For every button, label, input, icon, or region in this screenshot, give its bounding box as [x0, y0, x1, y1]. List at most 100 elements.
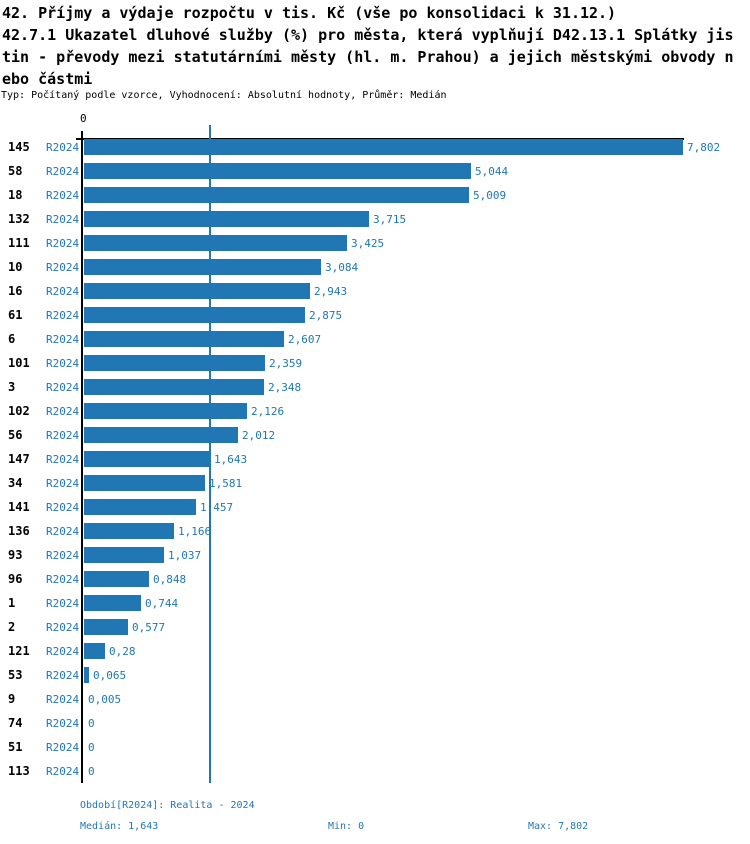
value-label: 0,744 [145, 597, 179, 610]
bar [84, 163, 471, 179]
category-label: 10 [8, 260, 23, 274]
category-label: 74 [8, 716, 23, 730]
series-label: R2024 [46, 309, 80, 322]
series-label: R2024 [46, 477, 80, 490]
category-label: 18 [8, 188, 23, 202]
value-label: 0,065 [93, 669, 127, 682]
bar-row: 113 R2024 0 [0, 763, 750, 787]
series-label: R2024 [46, 141, 80, 154]
category-label: 9 [8, 692, 16, 706]
value-label: 2,126 [251, 405, 285, 418]
value-label: 0 [88, 741, 95, 754]
category-label: 101 [8, 356, 30, 370]
bar-row: 56 R2024 2,012 [0, 427, 750, 451]
category-label: 102 [8, 404, 30, 418]
value-label: 0 [88, 765, 95, 778]
bar [84, 643, 105, 659]
min-stat: Min: 0 [328, 821, 365, 832]
category-label: 61 [8, 308, 23, 322]
bar-row: 121 R2024 0,28 [0, 643, 750, 667]
series-label: R2024 [46, 693, 80, 706]
value-label: 3,425 [351, 237, 385, 250]
series-label: R2024 [46, 429, 80, 442]
value-label: 2,607 [288, 333, 322, 346]
category-label: 58 [8, 164, 23, 178]
report-title: 42. Příjmy a výdaje rozpočtu v tis. Kč (… [2, 2, 734, 90]
series-label: R2024 [46, 237, 80, 250]
bar [84, 595, 141, 611]
bar [84, 259, 321, 275]
indicator-meta-line: Typ: Počítaný podle vzorce, Vyhodnocení:… [1, 90, 447, 101]
value-label: 0,005 [88, 693, 122, 706]
category-label: 56 [8, 428, 23, 442]
series-label: R2024 [46, 405, 80, 418]
report-title-line-4: ebo částmi [2, 70, 93, 88]
value-label: 3,084 [325, 261, 359, 274]
bar-row: 9 R2024 0,005 [0, 691, 750, 715]
category-label: 1 [8, 596, 16, 610]
bar-row: 136 R2024 1,166 [0, 523, 750, 547]
bar-row: 111 R2024 3,425 [0, 235, 750, 259]
value-label: 0 [88, 717, 95, 730]
bar-row: 10 R2024 3,084 [0, 259, 750, 283]
value-label: 2,359 [269, 357, 303, 370]
value-label: 1,643 [214, 453, 248, 466]
bar [84, 547, 164, 563]
median-stat: Medián: 1,643 [80, 821, 159, 832]
category-label: 3 [8, 380, 16, 394]
x-axis-zero-label: 0 [80, 112, 87, 125]
series-label: R2024 [46, 645, 80, 658]
bar [84, 307, 305, 323]
report-title-line-1: 42. Příjmy a výdaje rozpočtu v tis. Kč (… [2, 4, 617, 22]
bar-row: 96 R2024 0,848 [0, 571, 750, 595]
series-label: R2024 [46, 165, 80, 178]
bar-row: 145 R2024 7,802 [0, 139, 750, 163]
bar-row: 3 R2024 2,348 [0, 379, 750, 403]
category-label: 132 [8, 212, 30, 226]
value-label: 1,457 [200, 501, 234, 514]
series-label: R2024 [46, 573, 80, 586]
series-label: R2024 [46, 261, 80, 274]
bar-row: 18 R2024 5,009 [0, 187, 750, 211]
category-label: 121 [8, 644, 30, 658]
category-label: 16 [8, 284, 23, 298]
bar-row: 51 R2024 0 [0, 739, 750, 763]
value-label: 3,715 [373, 213, 407, 226]
bar [84, 355, 265, 371]
bar-row: 61 R2024 2,875 [0, 307, 750, 331]
value-label: 2,875 [309, 309, 343, 322]
value-label: 2,943 [314, 285, 348, 298]
value-label: 5,009 [473, 189, 507, 202]
value-label: 0,28 [109, 645, 136, 658]
value-label: 2,012 [242, 429, 276, 442]
series-label: R2024 [46, 669, 80, 682]
category-label: 51 [8, 740, 23, 754]
bar-row: 6 R2024 2,607 [0, 331, 750, 355]
bar-row: 2 R2024 0,577 [0, 619, 750, 643]
series-label: R2024 [46, 189, 80, 202]
median-line [209, 125, 211, 783]
category-label: 145 [8, 140, 30, 154]
category-label: 113 [8, 764, 30, 778]
series-label: R2024 [46, 717, 80, 730]
bar-row: 74 R2024 0 [0, 715, 750, 739]
bar [84, 451, 210, 467]
bar-row: 102 R2024 2,126 [0, 403, 750, 427]
bar-row: 34 R2024 1,581 [0, 475, 750, 499]
category-label: 93 [8, 548, 23, 562]
category-label: 2 [8, 620, 16, 634]
bar [84, 139, 683, 155]
category-label: 53 [8, 668, 23, 682]
series-label: R2024 [46, 597, 80, 610]
bar [84, 571, 149, 587]
series-label: R2024 [46, 285, 80, 298]
bar [84, 187, 469, 203]
bar-row: 101 R2024 2,359 [0, 355, 750, 379]
value-label: 2,348 [268, 381, 302, 394]
series-label: R2024 [46, 549, 80, 562]
y-axis-line [81, 131, 83, 783]
bar [84, 667, 89, 683]
series-label: R2024 [46, 357, 80, 370]
value-label: 1,166 [178, 525, 212, 538]
bar-row: 93 R2024 1,037 [0, 547, 750, 571]
